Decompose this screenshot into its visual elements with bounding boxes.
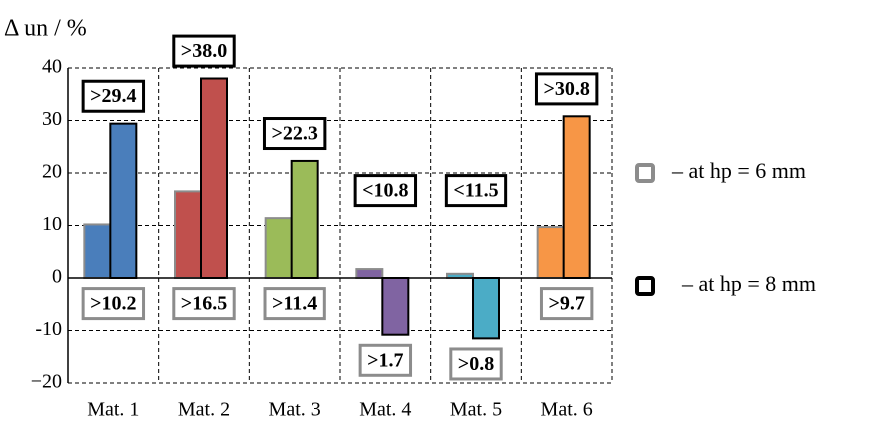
value-label: >11.4 <box>272 293 317 315</box>
x-tick-label: Mat. 2 <box>178 399 230 421</box>
x-tick-label: Mat. 1 <box>87 399 139 421</box>
x-tick-label: Mat. 6 <box>541 399 593 421</box>
x-tick-label: Mat. 5 <box>450 399 502 421</box>
value-label-box <box>353 174 418 208</box>
value-label-box <box>358 343 413 377</box>
y-tick-label: 40 <box>42 56 62 78</box>
x-tick-label: Mat. 4 <box>359 399 411 421</box>
y-axis-label: Δ un / % <box>4 16 87 42</box>
bar <box>472 277 500 340</box>
value-label: >1.7 <box>367 349 403 371</box>
value-label: >10.2 <box>90 293 136 315</box>
value-label-box <box>444 174 508 208</box>
value-label-box <box>449 347 503 381</box>
value-label: >0.8 <box>458 353 494 375</box>
value-label-box <box>262 117 327 151</box>
y-tick-label: 0 <box>52 266 62 288</box>
value-label: >9.7 <box>548 293 584 315</box>
legend-marker <box>635 163 655 183</box>
bar <box>83 223 112 279</box>
value-label: >30.8 <box>543 78 589 100</box>
y-tick-label: −20 <box>31 371 62 393</box>
y-tick-label: 10 <box>42 213 62 235</box>
value-label: >22.3 <box>271 123 317 145</box>
legend-marker <box>635 276 655 296</box>
bar <box>109 122 138 280</box>
bar <box>355 268 384 280</box>
bar <box>264 217 293 279</box>
value-label-box <box>534 72 599 106</box>
value-label-box <box>81 79 146 113</box>
x-tick-label: Mat. 3 <box>269 399 321 421</box>
value-label-box <box>172 287 236 321</box>
value-label-box <box>539 287 594 321</box>
value-label-box <box>263 287 326 321</box>
value-label-box <box>81 287 146 321</box>
bar <box>381 277 410 336</box>
legend-label: – at hp = 6 mm <box>671 158 806 183</box>
legend-label: – at hp = 8 mm <box>681 271 816 296</box>
value-label: >29.4 <box>90 85 136 107</box>
y-tick-label: 20 <box>42 161 62 183</box>
bar <box>536 226 565 279</box>
bar <box>174 190 202 279</box>
value-label: <10.8 <box>362 180 408 202</box>
value-label-box <box>172 34 236 68</box>
y-tick-label: 30 <box>42 108 62 130</box>
bar <box>200 77 228 279</box>
value-label: >16.5 <box>181 293 227 315</box>
value-label: <11.5 <box>453 180 498 202</box>
bar <box>562 115 591 279</box>
y-tick-label: -10 <box>35 318 62 340</box>
value-label: >38.0 <box>181 40 227 62</box>
bar <box>290 159 319 279</box>
